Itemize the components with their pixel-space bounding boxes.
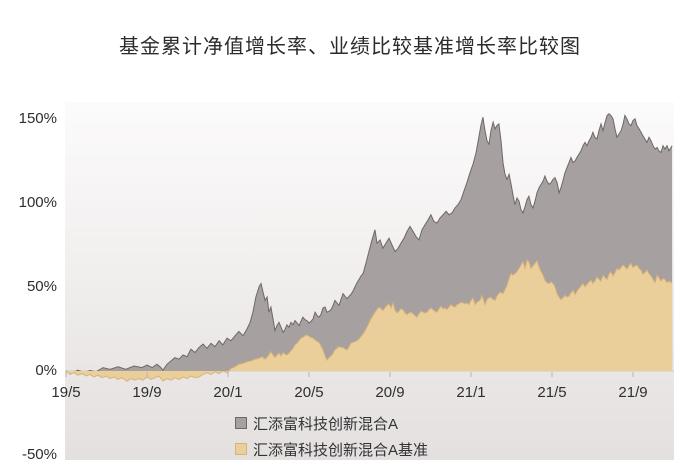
y-axis-label: 100% [18, 193, 57, 211]
x-axis-label: 19/9 [132, 384, 162, 401]
legend-item-benchmark: 汇添富科技创新混合A基准 [235, 436, 428, 462]
x-axis-label: 21/1 [456, 384, 486, 401]
chart-title: 基金累计净值增长率、业绩比较基准增长率比较图 [119, 36, 581, 58]
legend-label-benchmark: 汇添富科技创新混合A基准 [253, 441, 429, 459]
x-axis-label: 19/5 [51, 384, 81, 401]
x-axis-ticks [65, 372, 634, 377]
series-outline-0 [65, 113, 673, 374]
x-axis-label: 21/9 [618, 384, 648, 401]
x-axis-label: 21/5 [537, 384, 567, 401]
legend-label-fund: 汇添富科技创新混合A [253, 415, 399, 433]
fund-swatch [235, 417, 247, 429]
y-axis-label: 50% [26, 277, 57, 295]
benchmark-swatch [235, 443, 247, 455]
series-outline-1 [65, 259, 673, 382]
y-axis-label: -50% [21, 446, 57, 464]
benchmark-area-series [65, 259, 673, 382]
x-axis-label: 20/9 [375, 384, 405, 401]
legend: 汇添富科技创新混合A 汇添富科技创新混合A基准 [235, 410, 428, 462]
legend-item-fund: 汇添富科技创新混合A [235, 410, 428, 436]
y-axis-label: 0% [35, 362, 57, 379]
x-axis-label: 20/5 [294, 384, 324, 401]
series-fill-1 [66, 260, 673, 382]
y-axis-label: 150% [18, 109, 57, 127]
x-axis-label: 20/1 [213, 384, 243, 401]
